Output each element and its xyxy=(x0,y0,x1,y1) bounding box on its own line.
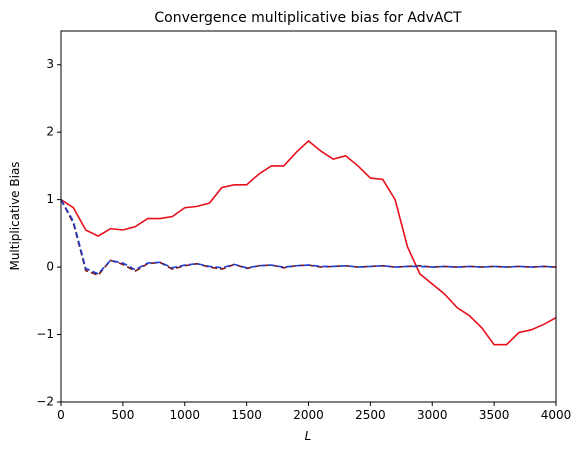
x-tick-label: 0 xyxy=(57,408,65,422)
y-axis-label: Multiplicative Bias xyxy=(8,161,22,270)
series-line xyxy=(61,199,556,277)
x-tick-label: 500 xyxy=(111,408,134,422)
x-tick-label: 1000 xyxy=(169,408,200,422)
chart-title: Convergence multiplicative bias for AdvA… xyxy=(154,10,462,26)
plot-frame xyxy=(60,30,557,403)
y-tick-label: −2 xyxy=(36,395,54,409)
series-line xyxy=(61,199,556,275)
x-tick-label: 1500 xyxy=(231,408,262,422)
y-tick-label: 3 xyxy=(46,57,54,71)
x-tick-label: 2500 xyxy=(355,408,386,422)
x-tick-label: 2000 xyxy=(293,408,324,422)
y-tick-label: −1 xyxy=(36,327,54,341)
x-tick-label: 3000 xyxy=(417,408,448,422)
x-axis-label: L xyxy=(305,429,312,443)
y-tick-label: 2 xyxy=(46,125,54,139)
x-tick-label: 3500 xyxy=(479,408,510,422)
series-line xyxy=(61,139,556,346)
y-tick-label: 1 xyxy=(46,192,54,206)
x-tick-label: 4000 xyxy=(541,408,572,422)
y-tick-label: 0 xyxy=(46,260,54,274)
